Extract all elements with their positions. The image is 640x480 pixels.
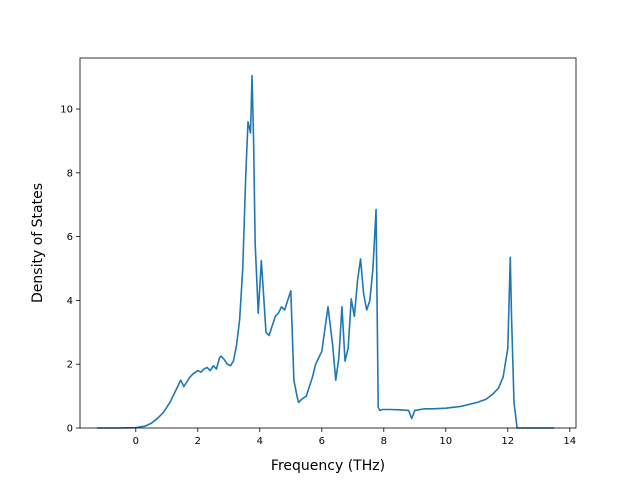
y-tick-label: 10 [60, 105, 73, 116]
plot-frame [79, 57, 577, 429]
x-tick-label: 2 [195, 436, 201, 447]
y-tick-label: 0 [67, 424, 73, 435]
x-tick-label: 10 [439, 436, 452, 447]
plot-area [80, 58, 576, 428]
y-tick-label: 4 [67, 296, 73, 307]
y-tick-label: 8 [67, 168, 73, 179]
x-tick-label: 8 [381, 436, 387, 447]
tick-group: 0 2 4 6 8 10 12 14 0 2 4 6 8 10 [60, 105, 576, 447]
y-axis-label: Density of States [30, 183, 46, 303]
x-axis-label: Frequency (THz) [271, 458, 385, 474]
y-tick-label: 6 [67, 232, 73, 243]
x-tick-label: 6 [319, 436, 325, 447]
x-tick-label: 0 [133, 436, 139, 447]
y-tick-label: 2 [67, 360, 73, 371]
x-tick-label: 4 [257, 436, 263, 447]
dos-series-line [97, 74, 555, 429]
x-tick-label: 14 [563, 436, 576, 447]
x-tick-label: 12 [501, 436, 514, 447]
